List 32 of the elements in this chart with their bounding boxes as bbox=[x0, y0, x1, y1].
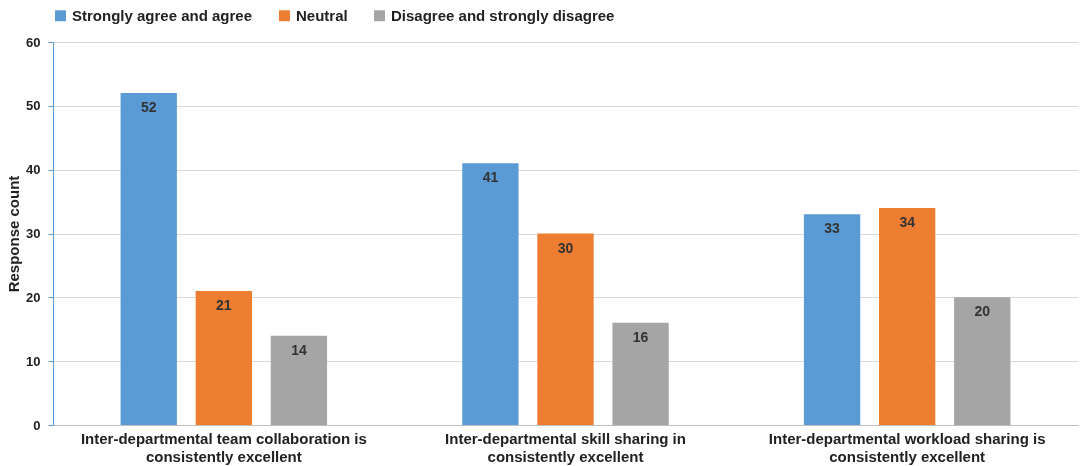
bar bbox=[612, 322, 669, 425]
bar bbox=[270, 335, 328, 425]
data-label: 41 bbox=[482, 169, 499, 186]
y-tick-label: 10 bbox=[26, 353, 41, 369]
bar bbox=[954, 297, 1011, 425]
data-label: 33 bbox=[824, 220, 841, 237]
legend-label: Neutral bbox=[296, 6, 348, 24]
y-axis-title: Response count bbox=[5, 175, 23, 293]
data-label: 21 bbox=[216, 296, 232, 313]
bar bbox=[879, 207, 936, 425]
data-label: 34 bbox=[899, 213, 916, 230]
y-tick-label: 20 bbox=[26, 289, 41, 305]
bar bbox=[120, 93, 177, 425]
data-label: 30 bbox=[557, 239, 574, 256]
bar bbox=[195, 290, 252, 425]
bar bbox=[462, 163, 519, 425]
data-label: 52 bbox=[140, 99, 157, 116]
bar bbox=[537, 233, 594, 425]
x-tick-label: Inter-departmental skill sharing in consistently excellent bbox=[445, 429, 686, 465]
y-tick-label: 40 bbox=[26, 162, 41, 178]
x-tick-label: Inter-departmental team collaboration is consistently excellent bbox=[80, 429, 367, 465]
bar bbox=[803, 214, 861, 425]
legend-label: Strongly agree and agree bbox=[72, 6, 253, 24]
y-tick-label: 30 bbox=[26, 226, 41, 241]
data-label: 16 bbox=[632, 328, 649, 345]
data-label: 20 bbox=[974, 303, 991, 320]
legend-label: Disagree and strongly disagree bbox=[391, 6, 615, 24]
y-tick-label: 60 bbox=[26, 34, 41, 50]
y-tick-label: 0 bbox=[33, 417, 41, 433]
data-label: 14 bbox=[291, 341, 307, 358]
x-tick-label: Inter-departmental workload sharing is consistently excellent bbox=[768, 429, 1046, 465]
y-tick-label: 50 bbox=[26, 98, 41, 114]
